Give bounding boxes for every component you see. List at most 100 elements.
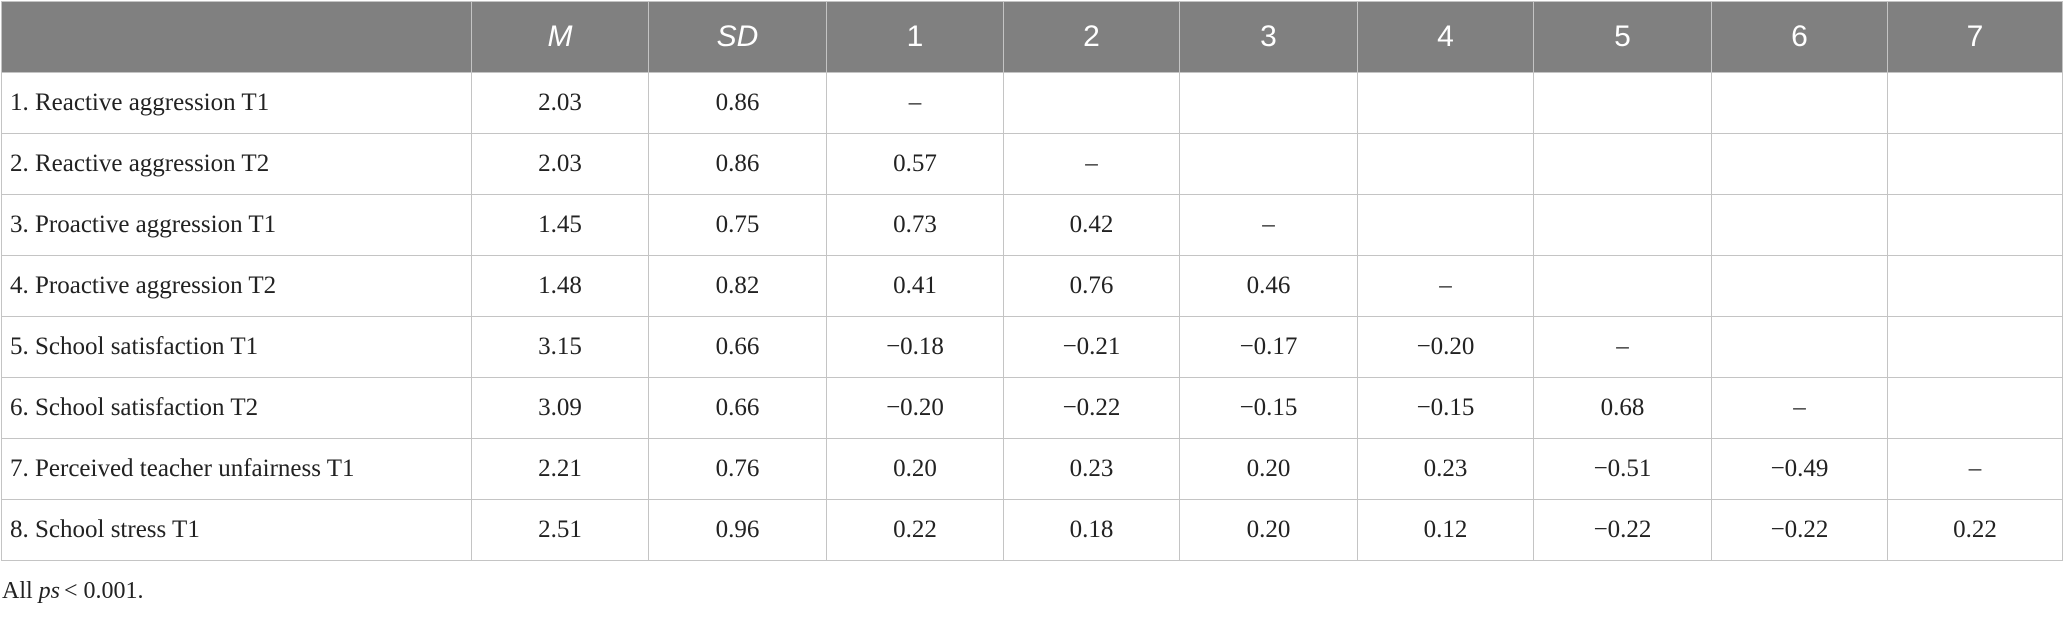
- cell: [1711, 194, 1888, 256]
- header-cell: 5: [1533, 1, 1712, 73]
- cell: 0.41: [826, 255, 1004, 317]
- row-label: 6. School satisfaction T2: [1, 377, 472, 439]
- header-cell: 4: [1357, 1, 1534, 73]
- cell: 1.48: [471, 255, 649, 317]
- cell: 0.23: [1357, 438, 1534, 500]
- cell: [1533, 255, 1712, 317]
- cell: 0.22: [1887, 499, 2063, 561]
- cell: 2.21: [471, 438, 649, 500]
- cell: −0.51: [1533, 438, 1712, 500]
- cell: −0.22: [1003, 377, 1180, 439]
- cell: 0.75: [648, 194, 827, 256]
- cell: −0.22: [1711, 499, 1888, 561]
- row-label: 4. Proactive aggression T2: [1, 255, 472, 317]
- header-cell: [1, 1, 472, 73]
- cell: −0.20: [1357, 316, 1534, 378]
- cell: –: [1887, 438, 2063, 500]
- cell: 0.76: [648, 438, 827, 500]
- cell: 0.76: [1003, 255, 1180, 317]
- cell: [1887, 255, 2063, 317]
- footnote-italic: ps: [38, 578, 61, 604]
- cell: [1887, 133, 2063, 195]
- table-row: 6. School satisfaction T2 3.09 0.66 −0.20 −0…: [1, 377, 2063, 439]
- cell: 0.20: [1179, 499, 1358, 561]
- cell: [1533, 133, 1712, 195]
- cell: [1533, 72, 1712, 134]
- header-cell: M: [471, 1, 649, 73]
- cell: 2.03: [471, 133, 649, 195]
- cell: [1357, 133, 1534, 195]
- cell: –: [1357, 255, 1534, 317]
- cell: −0.18: [826, 316, 1004, 378]
- footnote: All ps < 0.001.: [2, 578, 150, 605]
- header-row: M SD 1 2 3 4 5 6 7: [1, 1, 2063, 73]
- table-row: 2. Reactive aggression T2 2.03 0.86 0.57–: [1, 133, 2063, 195]
- cell: 0.82: [648, 255, 827, 317]
- cell: [1179, 133, 1358, 195]
- cell: –: [1003, 133, 1180, 195]
- cell: [1887, 194, 2063, 256]
- cell: [1711, 133, 1888, 195]
- cell: −0.22: [1533, 499, 1712, 561]
- cell: 3.15: [471, 316, 649, 378]
- cell: 0.66: [648, 316, 827, 378]
- table-row: 7. Perceived teacher unfairness T1 2.21 0.…: [1, 438, 2063, 500]
- cell: −0.21: [1003, 316, 1180, 378]
- cell: [1711, 255, 1888, 317]
- cell: 3.09: [471, 377, 649, 439]
- table-row: 1. Reactive aggression T1 2.03 0.86–: [1, 72, 2063, 134]
- cell: [1711, 72, 1888, 134]
- cell: 1.45: [471, 194, 649, 256]
- cell: 0.20: [1179, 438, 1358, 500]
- cell: 0.42: [1003, 194, 1180, 256]
- cell: 2.51: [471, 499, 649, 561]
- cell: –: [1711, 377, 1888, 439]
- table-row: 8. School stress T1 2.51 0.96 0.22 0.18 0.20 0…: [1, 499, 2063, 561]
- row-label: 7. Perceived teacher unfairness T1: [1, 438, 472, 500]
- cell: 0.46: [1179, 255, 1358, 317]
- header-cell: 7: [1887, 1, 2063, 73]
- table-row: 4. Proactive aggression T2 1.48 0.82 0.41 0.…: [1, 255, 2063, 317]
- cell: −0.49: [1711, 438, 1888, 500]
- footnote-text: < 0.001.: [64, 578, 144, 604]
- cell: −0.15: [1179, 377, 1358, 439]
- cell: [1887, 316, 2063, 378]
- cell: 0.57: [826, 133, 1004, 195]
- cell: –: [1533, 316, 1712, 378]
- header-cell: SD: [648, 1, 827, 73]
- row-label: 2. Reactive aggression T2: [1, 133, 472, 195]
- cell: [1533, 194, 1712, 256]
- cell: 0.96: [648, 499, 827, 561]
- cell: [1357, 72, 1534, 134]
- header-cell: 3: [1179, 1, 1358, 73]
- cell: −0.20: [826, 377, 1004, 439]
- header-cell: 6: [1711, 1, 1888, 73]
- cell: 0.68: [1533, 377, 1712, 439]
- cell: [1179, 72, 1358, 134]
- cell: 0.86: [648, 133, 827, 195]
- row-label: 1. Reactive aggression T1: [1, 72, 472, 134]
- cell: [1003, 72, 1180, 134]
- row-label: 5. School satisfaction T1: [1, 316, 472, 378]
- cell: 2.03: [471, 72, 649, 134]
- cell: 0.86: [648, 72, 827, 134]
- cell: [1887, 377, 2063, 439]
- cell: −0.17: [1179, 316, 1358, 378]
- cell: 0.18: [1003, 499, 1180, 561]
- cell: 0.12: [1357, 499, 1534, 561]
- row-label: 3. Proactive aggression T1: [1, 194, 472, 256]
- footnote-text: All: [2, 578, 33, 604]
- cell: 0.20: [826, 438, 1004, 500]
- header-cell: 2: [1003, 1, 1180, 73]
- table-row: 3. Proactive aggression T1 1.45 0.75 0.73 0.…: [1, 194, 2063, 256]
- cell: 0.22: [826, 499, 1004, 561]
- cell: [1887, 72, 2063, 134]
- cell: [1357, 194, 1534, 256]
- cell: –: [826, 72, 1004, 134]
- cell: 0.23: [1003, 438, 1180, 500]
- cell: −0.15: [1357, 377, 1534, 439]
- header-cell: 1: [826, 1, 1004, 73]
- cell: –: [1179, 194, 1358, 256]
- cell: 0.66: [648, 377, 827, 439]
